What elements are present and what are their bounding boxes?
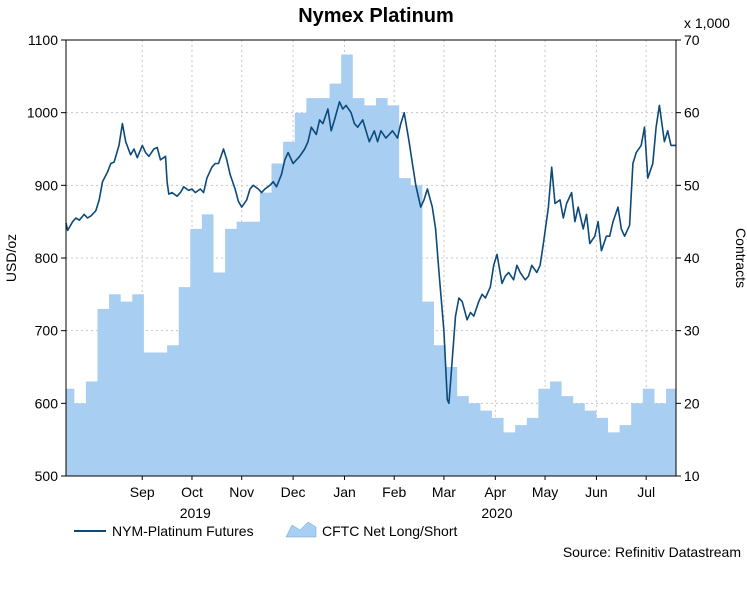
x-tick-label: Jul bbox=[637, 484, 655, 500]
left-axis: 500 600 700 800 900 1000 1100 bbox=[27, 32, 66, 484]
x-tick-label: Apr bbox=[484, 484, 506, 500]
left-tick-label: 500 bbox=[35, 468, 59, 484]
left-axis-title: USD/oz bbox=[3, 234, 19, 282]
x-year-label: 2020 bbox=[481, 505, 512, 521]
legend-area-swatch bbox=[285, 521, 317, 538]
source-note: Source: Refinitiv Datastream bbox=[563, 544, 741, 560]
left-tick-label: 900 bbox=[35, 177, 59, 193]
left-tick-label: 600 bbox=[35, 395, 59, 411]
chart-title: Nymex Platinum bbox=[298, 5, 454, 27]
right-axis-title: Contracts bbox=[733, 228, 747, 288]
right-tick-label: 70 bbox=[684, 32, 700, 48]
platinum-line-layer bbox=[65, 101, 676, 405]
right-axis-multiplier: x 1,000 bbox=[684, 15, 730, 31]
left-tick-label: 1100 bbox=[28, 32, 58, 48]
left-tick-label: 700 bbox=[35, 323, 59, 339]
x-tick-label: May bbox=[532, 484, 558, 500]
platinum-futures-line bbox=[65, 101, 676, 405]
x-tick-label: Feb bbox=[382, 484, 406, 500]
x-tick-label: Mar bbox=[432, 484, 456, 500]
x-tick-label: Jan bbox=[333, 484, 356, 500]
left-tick-label: 800 bbox=[35, 250, 59, 266]
right-tick-label: 60 bbox=[684, 105, 700, 121]
right-axis: 10 20 30 40 50 60 70 bbox=[676, 32, 700, 484]
right-tick-label: 20 bbox=[684, 395, 700, 411]
x-tick-label: Nov bbox=[229, 484, 254, 500]
x-tick-label: Oct bbox=[181, 484, 203, 500]
x-tick-label: Sep bbox=[130, 484, 155, 500]
cftc-area-layer bbox=[66, 54, 676, 476]
legend-label-cftc: CFTC Net Long/Short bbox=[322, 523, 457, 539]
legend: NYM-Platinum Futures CFTC Net Long/Short bbox=[74, 521, 457, 539]
right-tick-label: 30 bbox=[684, 323, 700, 339]
x-axis: Sep Oct Nov Dec Jan Feb Mar Apr May Jun Jul 2019 202… bbox=[130, 476, 655, 521]
right-tick-label: 50 bbox=[684, 177, 700, 193]
right-tick-label: 40 bbox=[684, 250, 700, 266]
x-tick-label: Dec bbox=[281, 484, 306, 500]
cftc-net-area bbox=[66, 54, 676, 476]
right-tick-label: 10 bbox=[684, 468, 700, 484]
x-tick-label: Jun bbox=[585, 484, 608, 500]
legend-label-platinum: NYM-Platinum Futures bbox=[112, 523, 254, 539]
x-year-label: 2019 bbox=[180, 505, 211, 521]
left-tick-label: 1000 bbox=[27, 105, 58, 121]
